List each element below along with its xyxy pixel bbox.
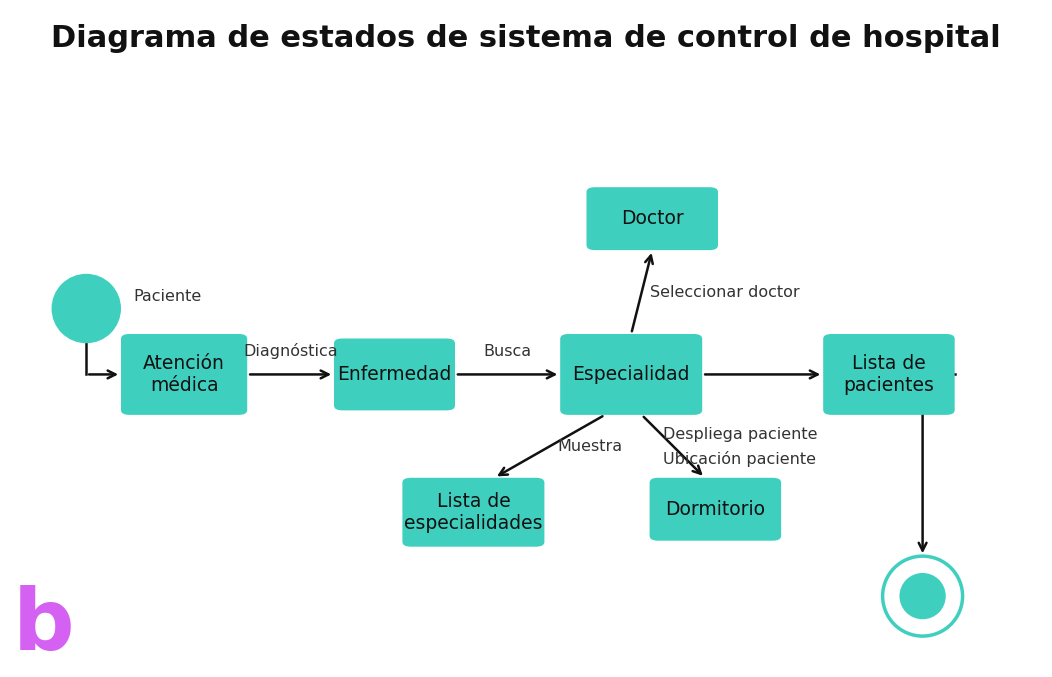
Text: Lista de
especialidades: Lista de especialidades bbox=[404, 492, 543, 533]
Text: Especialidad: Especialidad bbox=[572, 365, 690, 384]
Text: Doctor: Doctor bbox=[621, 209, 684, 228]
FancyBboxPatch shape bbox=[335, 338, 454, 410]
FancyBboxPatch shape bbox=[560, 334, 703, 415]
Ellipse shape bbox=[52, 274, 121, 343]
Text: Paciente: Paciente bbox=[134, 289, 202, 304]
FancyBboxPatch shape bbox=[402, 478, 545, 547]
Text: Dormitorio: Dormitorio bbox=[665, 500, 766, 519]
Text: Diagnóstica: Diagnóstica bbox=[243, 343, 338, 359]
Text: Enfermedad: Enfermedad bbox=[338, 365, 451, 384]
Text: Muestra: Muestra bbox=[558, 439, 623, 454]
Text: Despliega paciente: Despliega paciente bbox=[663, 427, 817, 442]
Text: Atención
médica: Atención médica bbox=[143, 354, 225, 395]
Text: Busca: Busca bbox=[484, 345, 531, 359]
Text: b: b bbox=[13, 584, 75, 668]
FancyBboxPatch shape bbox=[587, 188, 717, 250]
Text: Seleccionar doctor: Seleccionar doctor bbox=[650, 284, 800, 299]
FancyBboxPatch shape bbox=[823, 334, 955, 415]
FancyBboxPatch shape bbox=[121, 334, 247, 415]
Text: Ubicación paciente: Ubicación paciente bbox=[663, 451, 815, 467]
FancyBboxPatch shape bbox=[650, 478, 781, 541]
Ellipse shape bbox=[899, 573, 946, 619]
Text: Diagrama de estados de sistema de control de hospital: Diagrama de estados de sistema de contro… bbox=[52, 24, 1000, 53]
Text: Lista de
pacientes: Lista de pacientes bbox=[844, 354, 934, 395]
